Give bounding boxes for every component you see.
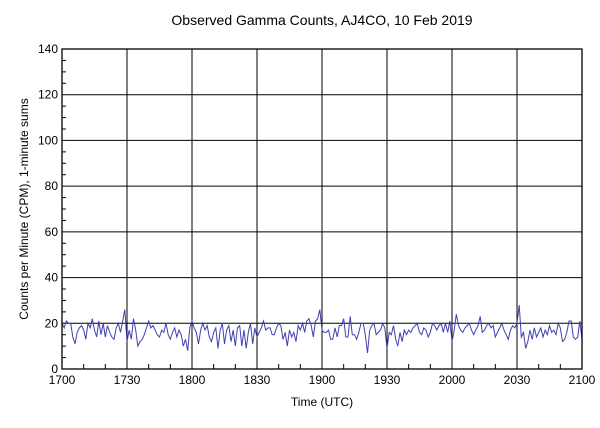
y-axis-label: Counts per Minute (CPM), 1-minute sums	[17, 98, 31, 319]
y-tick-label: 20	[45, 316, 59, 330]
x-tick-label: 2030	[504, 373, 531, 387]
chart-title: Observed Gamma Counts, AJ4CO, 10 Feb 201…	[171, 12, 472, 28]
y-tick-label: 100	[38, 133, 58, 147]
y-tick-label: 40	[45, 271, 59, 285]
y-tick-label: 60	[45, 225, 59, 239]
x-tick-label: 1930	[374, 373, 401, 387]
series-line	[61, 304, 583, 354]
plot-frame	[61, 48, 583, 370]
x-tick-label: 2100	[569, 373, 596, 387]
x-tick-label: 1800	[179, 373, 206, 387]
x-tick-label: 1900	[309, 373, 336, 387]
x-tick-label: 1730	[114, 373, 141, 387]
x-axis-label: Time (UTC)	[291, 395, 353, 409]
x-tick-label: 2000	[439, 373, 466, 387]
y-tick-label: 0	[51, 362, 58, 376]
axis-ticks	[62, 59, 561, 369]
x-tick-label: 1830	[244, 373, 271, 387]
y-tick-label: 120	[38, 88, 58, 102]
grid	[61, 48, 583, 370]
tick-labels: 0 20 40 60 80 100 120 140 1700 1730 1800 1830 1900 19…	[38, 42, 596, 387]
y-tick-label: 140	[38, 42, 58, 56]
y-tick-label: 80	[45, 179, 59, 193]
x-tick-label: 1700	[49, 373, 76, 387]
